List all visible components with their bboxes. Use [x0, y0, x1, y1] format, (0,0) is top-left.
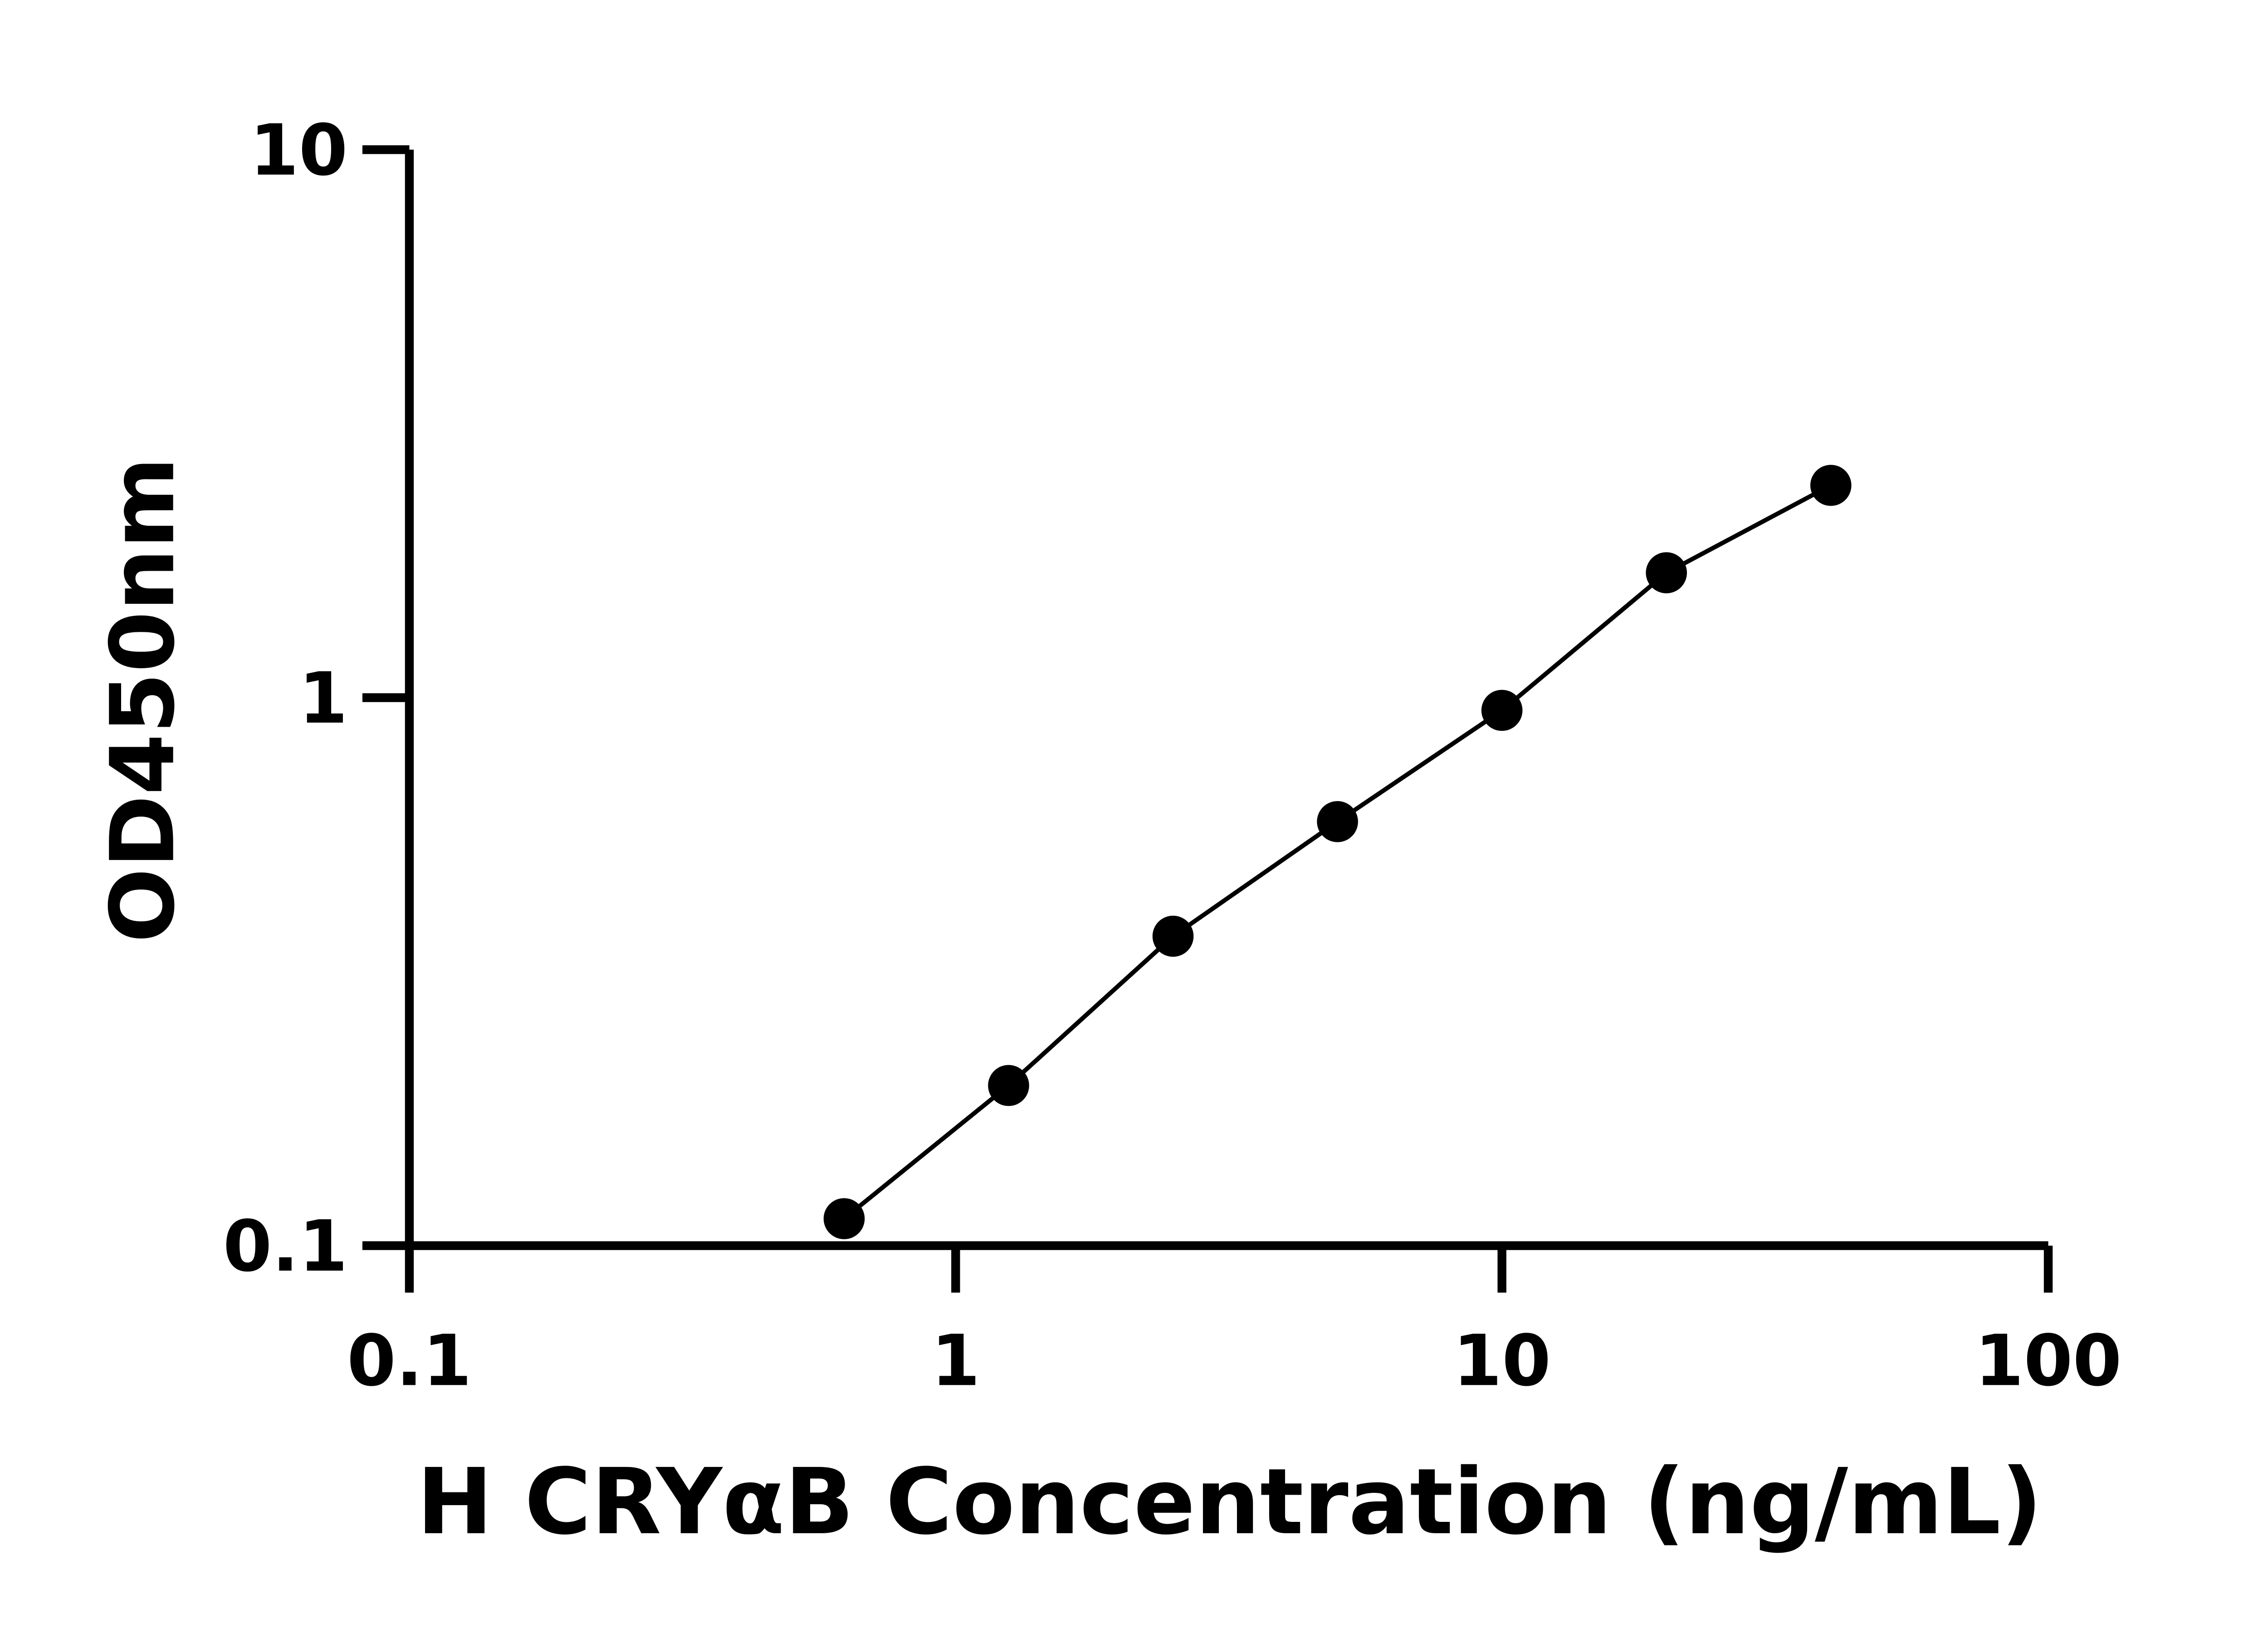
- data-point: [1646, 552, 1687, 593]
- data-points: [823, 464, 1852, 1239]
- x-tick-label: 100: [1975, 1320, 2121, 1402]
- y-axis-label: OD450nm: [92, 457, 194, 943]
- data-point: [823, 1198, 865, 1239]
- y-tick-label: 1: [299, 657, 348, 739]
- data-point: [988, 1065, 1029, 1106]
- data-point: [1481, 689, 1523, 731]
- x-tick-label: 1: [931, 1320, 980, 1402]
- data-point: [1152, 915, 1194, 957]
- x-tick-label: 0.1: [347, 1320, 472, 1402]
- y-tick-label: 0.1: [223, 1205, 348, 1287]
- data-point: [1810, 464, 1852, 506]
- y-tick-label: 10: [250, 109, 348, 191]
- fit-curve: [842, 483, 1832, 1221]
- data-point: [1317, 801, 1358, 842]
- fit-curve-line: [842, 483, 1832, 1221]
- x-axis-label: H CRYαB Concentration (ng/mL): [417, 1449, 2043, 1555]
- axes: 0.1 1 10 100 0.1 1 10: [223, 109, 2122, 1402]
- x-tick-label: 10: [1453, 1320, 1551, 1402]
